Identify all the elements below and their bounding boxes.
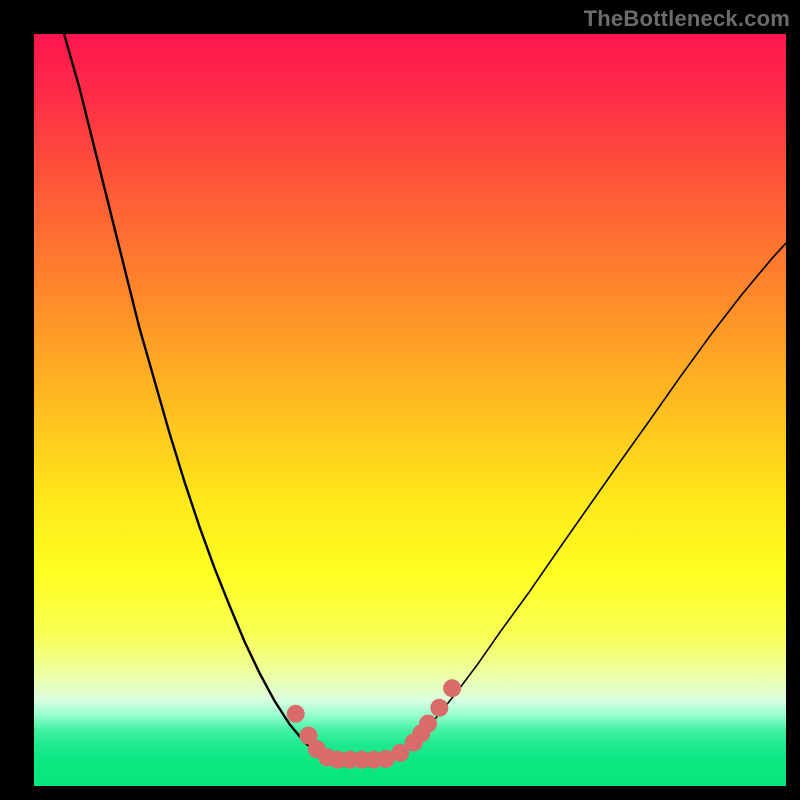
curve-marker bbox=[443, 679, 461, 697]
watermark-text: TheBottleneck.com bbox=[584, 6, 790, 32]
curve-marker bbox=[287, 705, 305, 723]
curve-marker bbox=[419, 715, 437, 733]
gradient-background bbox=[34, 34, 786, 786]
chart-root: TheBottleneck.com bbox=[0, 0, 800, 800]
curve-marker bbox=[430, 699, 448, 717]
plot-area bbox=[34, 34, 786, 786]
plot-svg bbox=[34, 34, 786, 786]
